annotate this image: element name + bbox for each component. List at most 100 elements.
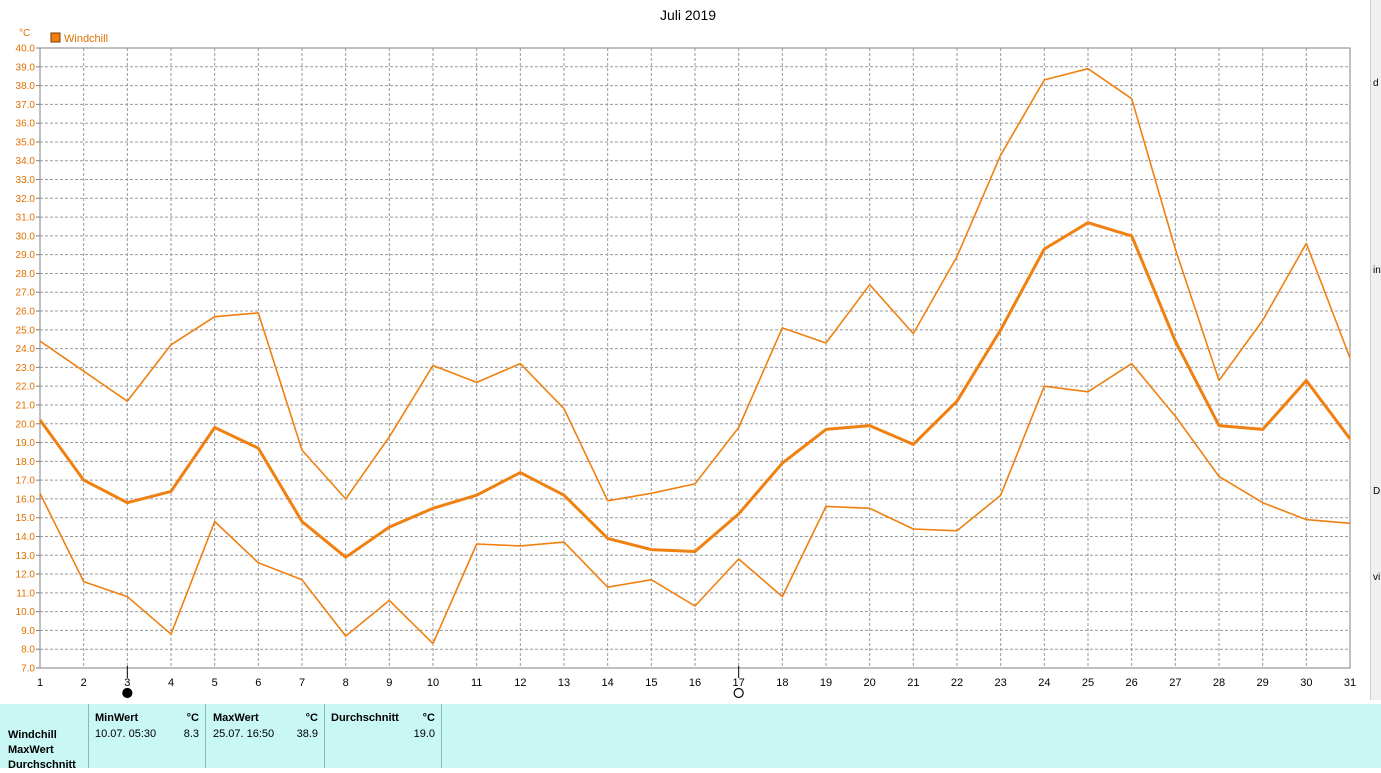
max-unit: °C bbox=[305, 712, 318, 724]
x-tick-label: 27 bbox=[1169, 677, 1181, 689]
edge-letter: vi bbox=[1373, 572, 1381, 583]
row-label-windchill: Windchill bbox=[8, 729, 57, 741]
y-tick-label: 40.0 bbox=[16, 44, 36, 55]
x-tick-label: 6 bbox=[255, 677, 261, 689]
x-tick-label: 31 bbox=[1344, 677, 1356, 689]
series-line-maxwert bbox=[39, 67, 1351, 502]
y-tick-label: 26.0 bbox=[16, 307, 36, 318]
x-tick-label: 25 bbox=[1082, 677, 1094, 689]
max-value: 38.9 bbox=[296, 728, 318, 740]
moon-phase-markers bbox=[122, 666, 744, 699]
summary-max-block: MaxWert °C 25.07. 16:50 38.9 bbox=[205, 704, 324, 768]
x-tick-label: 7 bbox=[299, 677, 305, 689]
y-tick-label: 23.0 bbox=[16, 363, 36, 374]
y-tick-label: 33.0 bbox=[16, 175, 36, 186]
series-line-minwert bbox=[39, 362, 1351, 645]
x-tick-label: 21 bbox=[907, 677, 919, 689]
x-tick-label: 4 bbox=[168, 677, 174, 689]
y-tick-label: 39.0 bbox=[16, 62, 36, 73]
x-tick-label: 19 bbox=[820, 677, 832, 689]
y-tick-label: 20.0 bbox=[16, 419, 36, 430]
y-tick-label: 13.0 bbox=[16, 551, 36, 562]
summary-avg-block: Durchschnitt °C 19.0 bbox=[324, 704, 442, 768]
y-tick-label: 9.0 bbox=[21, 626, 35, 637]
grid bbox=[40, 48, 1350, 668]
x-tick-label: 26 bbox=[1126, 677, 1138, 689]
summary-row-labels: Windchill MaxWert Durchschnitt bbox=[8, 728, 76, 773]
y-tick-label: 31.0 bbox=[16, 213, 36, 224]
y-tick-label: 8.0 bbox=[21, 645, 35, 656]
x-tick-label: 28 bbox=[1213, 677, 1225, 689]
x-tick-label: 8 bbox=[343, 677, 349, 689]
x-tick-label: 2 bbox=[81, 677, 87, 689]
min-unit: °C bbox=[186, 712, 199, 724]
y-axis-ticks: 7.0 8.0 9.0 10.0 11.0 12.0 13.0 14.0 15.0 16.0 17.… bbox=[16, 44, 40, 675]
y-axis-unit: °C bbox=[19, 28, 30, 39]
x-tick-label: 3 bbox=[124, 677, 130, 689]
full-moon-icon bbox=[122, 687, 133, 699]
y-tick-label: 15.0 bbox=[16, 513, 36, 524]
y-tick-label: 18.0 bbox=[16, 457, 36, 468]
x-tick-label: 23 bbox=[995, 677, 1007, 689]
series-group bbox=[38, 67, 1352, 645]
y-tick-label: 14.0 bbox=[16, 532, 36, 543]
row-label-durchschnitt: Durchschnitt bbox=[8, 759, 76, 771]
new-moon-icon bbox=[733, 687, 744, 699]
y-tick-label: 19.0 bbox=[16, 438, 36, 449]
x-tick-label: 12 bbox=[514, 677, 526, 689]
edge-letter: in bbox=[1373, 265, 1381, 276]
y-tick-label: 35.0 bbox=[16, 137, 36, 148]
x-tick-label: 5 bbox=[212, 677, 218, 689]
y-tick-label: 36.0 bbox=[16, 119, 36, 130]
x-tick-label: 18 bbox=[776, 677, 788, 689]
x-tick-label: 20 bbox=[864, 677, 876, 689]
min-value: 8.3 bbox=[183, 728, 199, 740]
y-tick-label: 16.0 bbox=[16, 494, 36, 505]
x-tick-label: 11 bbox=[471, 677, 482, 689]
y-tick-label: 28.0 bbox=[16, 269, 36, 280]
y-tick-label: 17.0 bbox=[16, 476, 36, 487]
x-tick-label: 1 bbox=[37, 677, 43, 689]
y-tick-label: 38.0 bbox=[16, 81, 36, 92]
y-tick-label: 34.0 bbox=[16, 156, 36, 167]
x-tick-label: 14 bbox=[602, 677, 614, 689]
legend-swatch bbox=[50, 32, 61, 43]
x-tick-label: 22 bbox=[951, 677, 963, 689]
y-tick-label: 12.0 bbox=[16, 570, 36, 581]
avg-unit: °C bbox=[422, 712, 435, 724]
y-tick-label: 25.0 bbox=[16, 325, 36, 336]
summary-min-block: MinWert °C 10.07. 05:30 8.3 bbox=[88, 704, 205, 768]
x-tick-label: 30 bbox=[1300, 677, 1312, 689]
series-line-durchschnitt bbox=[38, 221, 1352, 559]
max-datetime: 25.07. 16:50 bbox=[213, 728, 275, 740]
y-tick-label: 21.0 bbox=[16, 400, 36, 411]
min-header: MinWert bbox=[95, 712, 139, 724]
y-tick-label: 22.0 bbox=[16, 382, 36, 393]
y-tick-label: 32.0 bbox=[16, 194, 36, 205]
x-tick-label: 15 bbox=[645, 677, 657, 689]
background-window-edge: d in D vi bbox=[1370, 0, 1381, 700]
x-tick-label: 29 bbox=[1257, 677, 1269, 689]
y-tick-label: 24.0 bbox=[16, 344, 36, 355]
x-tick-label: 16 bbox=[689, 677, 701, 689]
x-tick-label: 9 bbox=[386, 677, 392, 689]
min-datetime: 10.07. 05:30 bbox=[95, 728, 157, 740]
max-header: MaxWert bbox=[213, 712, 259, 724]
windchill-chart: Juli 2019 °C Windchill 7.0 8.0 9.0 10.0 11.0… bbox=[16, 7, 1356, 699]
y-tick-label: 27.0 bbox=[16, 288, 36, 299]
x-axis-ticks: 1 2 3 4 5 6 7 8 9 10 11 12 13 14 15 16 17 18 19 20 21 22 23 24 2… bbox=[37, 677, 1356, 689]
x-tick-label: 10 bbox=[427, 677, 439, 689]
y-tick-label: 11.0 bbox=[16, 588, 35, 599]
x-tick-label: 13 bbox=[558, 677, 570, 689]
avg-header: Durchschnitt bbox=[331, 712, 399, 724]
x-tick-label: 17 bbox=[733, 677, 745, 689]
y-tick-label: 7.0 bbox=[21, 664, 35, 675]
y-tick-label: 10.0 bbox=[16, 607, 36, 618]
edge-letter: d bbox=[1373, 78, 1379, 89]
row-label-maxwert: MaxWert bbox=[8, 744, 54, 756]
y-tick-label: 37.0 bbox=[16, 100, 36, 111]
edge-letter: D bbox=[1373, 486, 1381, 497]
x-tick-label: 24 bbox=[1038, 677, 1050, 689]
avg-value: 19.0 bbox=[413, 728, 435, 740]
summary-panel: Windchill MaxWert Durchschnitt MinWert °… bbox=[0, 704, 1381, 771]
